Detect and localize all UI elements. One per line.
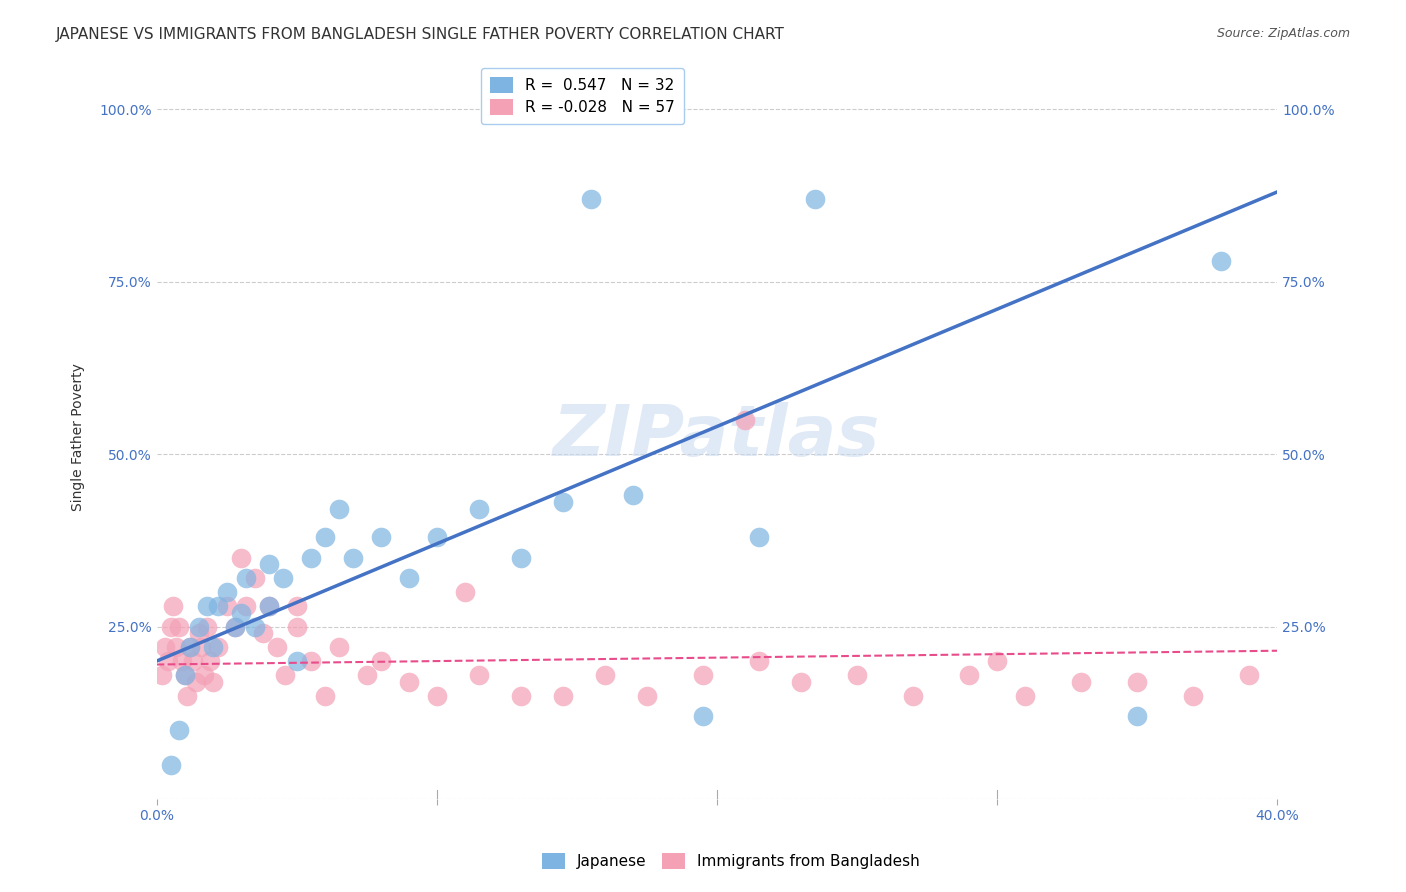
Point	[790, 674, 813, 689]
Point	[243, 619, 266, 633]
Point	[181, 654, 204, 668]
Point	[165, 640, 187, 655]
Point	[257, 599, 280, 613]
Point	[266, 640, 288, 655]
Point	[187, 626, 209, 640]
Point	[271, 571, 294, 585]
Point	[235, 571, 257, 585]
Point	[1211, 253, 1233, 268]
Text: JAPANESE VS IMMIGRANTS FROM BANGLADESH SINGLE FATHER POVERTY CORRELATION CHART: JAPANESE VS IMMIGRANTS FROM BANGLADESH S…	[56, 27, 785, 42]
Y-axis label: Single Father Poverty: Single Father Poverty	[72, 363, 86, 511]
Point	[285, 619, 308, 633]
Point	[957, 668, 980, 682]
Point	[370, 530, 392, 544]
Legend: R =  0.547   N = 32, R = -0.028   N = 57: R = 0.547 N = 32, R = -0.028 N = 57	[481, 68, 685, 124]
Point	[398, 674, 420, 689]
Point	[1126, 674, 1149, 689]
Point	[162, 599, 184, 613]
Point	[748, 530, 770, 544]
Legend: Japanese, Immigrants from Bangladesh: Japanese, Immigrants from Bangladesh	[536, 847, 927, 875]
Point	[195, 619, 218, 633]
Point	[356, 668, 378, 682]
Point	[150, 668, 173, 682]
Point	[229, 606, 252, 620]
Point	[215, 585, 238, 599]
Point	[846, 668, 869, 682]
Point	[986, 654, 1008, 668]
Point	[179, 640, 201, 655]
Point	[551, 495, 574, 509]
Point	[207, 640, 229, 655]
Point	[252, 626, 274, 640]
Point	[193, 668, 215, 682]
Point	[159, 619, 181, 633]
Point	[173, 668, 195, 682]
Point	[804, 192, 827, 206]
Point	[328, 502, 350, 516]
Point	[190, 640, 212, 655]
Point	[342, 550, 364, 565]
Point	[551, 689, 574, 703]
Point	[636, 689, 658, 703]
Point	[201, 674, 224, 689]
Point	[1239, 668, 1261, 682]
Point	[201, 640, 224, 655]
Point	[748, 654, 770, 668]
Point	[370, 654, 392, 668]
Point	[621, 488, 644, 502]
Point	[167, 619, 190, 633]
Point	[285, 654, 308, 668]
Point	[593, 668, 616, 682]
Text: ZIPatlas: ZIPatlas	[553, 402, 880, 471]
Point	[901, 689, 924, 703]
Point	[173, 668, 195, 682]
Point	[468, 668, 491, 682]
Point	[1070, 674, 1092, 689]
Point	[285, 599, 308, 613]
Point	[159, 757, 181, 772]
Point	[454, 585, 477, 599]
Point	[274, 668, 297, 682]
Point	[1126, 709, 1149, 723]
Point	[426, 689, 449, 703]
Point	[257, 599, 280, 613]
Point	[184, 674, 207, 689]
Point	[224, 619, 246, 633]
Point	[179, 640, 201, 655]
Point	[198, 654, 221, 668]
Point	[734, 412, 756, 426]
Point	[207, 599, 229, 613]
Point	[468, 502, 491, 516]
Point	[299, 550, 322, 565]
Text: Source: ZipAtlas.com: Source: ZipAtlas.com	[1216, 27, 1350, 40]
Point	[243, 571, 266, 585]
Point	[257, 558, 280, 572]
Point	[1014, 689, 1036, 703]
Point	[579, 192, 602, 206]
Point	[224, 619, 246, 633]
Point	[426, 530, 449, 544]
Point	[328, 640, 350, 655]
Point	[314, 689, 336, 703]
Point	[314, 530, 336, 544]
Point	[692, 709, 714, 723]
Point	[692, 668, 714, 682]
Point	[299, 654, 322, 668]
Point	[187, 619, 209, 633]
Point	[1182, 689, 1205, 703]
Point	[229, 550, 252, 565]
Point	[156, 654, 179, 668]
Point	[153, 640, 176, 655]
Point	[167, 723, 190, 737]
Point	[176, 689, 198, 703]
Point	[509, 550, 531, 565]
Point	[235, 599, 257, 613]
Point	[215, 599, 238, 613]
Point	[195, 599, 218, 613]
Point	[170, 654, 193, 668]
Point	[398, 571, 420, 585]
Point	[509, 689, 531, 703]
